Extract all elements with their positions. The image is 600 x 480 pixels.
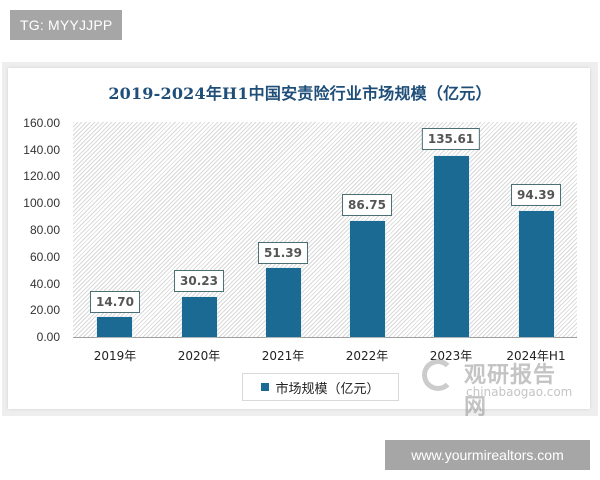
data-label: 135.61 [421, 128, 481, 150]
brand-logo-icon [422, 359, 454, 391]
x-tick: 2019年 [93, 349, 137, 363]
data-label: 30.23 [174, 270, 224, 292]
top-watermark-tag: TG: MYYJJPP [10, 10, 123, 40]
y-tick: 80.00 [29, 223, 60, 237]
y-tick: 0.00 [36, 330, 60, 344]
brand-name-en: chinabaogao.com [466, 385, 573, 399]
y-tick: 100.00 [23, 196, 60, 210]
y-tick: 20.00 [29, 303, 60, 317]
bar-2020 [182, 297, 217, 337]
x-tick: 2020年 [177, 349, 221, 363]
x-axis-line [73, 337, 577, 338]
legend-label: 市场规模（亿元） [275, 381, 380, 397]
data-label: 94.39 [511, 184, 561, 206]
bar-2024h1 [519, 211, 554, 337]
x-tick: 2022年 [345, 349, 389, 363]
data-label: 51.39 [258, 242, 308, 264]
chart-legend: 市场规模（亿元） [242, 373, 399, 401]
brand-name-cn: 观研报告网 [464, 363, 557, 420]
y-tick: 160.00 [23, 116, 60, 130]
y-tick: 40.00 [29, 277, 60, 291]
bar-2023 [434, 156, 469, 337]
chart-title: 2019-2024年H1中国安责险行业市场规模（亿元） [108, 84, 492, 103]
y-tick: 120.00 [23, 169, 60, 183]
data-label: 14.70 [90, 291, 140, 313]
data-label: 86.75 [342, 194, 392, 216]
y-tick: 140.00 [23, 143, 60, 157]
bar-2019 [97, 317, 132, 337]
bar-2022 [350, 221, 385, 337]
bottom-watermark-tag: www.yourmirealtors.com [385, 440, 590, 470]
plot-area [73, 122, 577, 337]
bar-2021 [266, 268, 301, 337]
brand-watermark: 观研报告网 chinabaogao.com [420, 357, 573, 420]
legend-swatch-icon [261, 383, 270, 391]
y-tick: 60.00 [29, 250, 60, 264]
x-tick: 2021年 [261, 349, 305, 363]
x-tick: 2024年H1 [506, 349, 566, 363]
